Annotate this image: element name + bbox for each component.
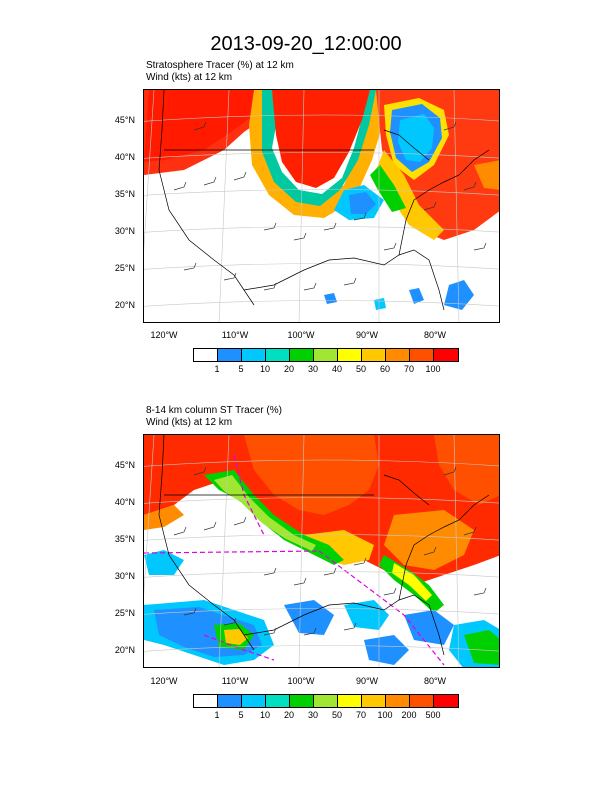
bottom-colorbar-swatch xyxy=(410,695,434,707)
top-map xyxy=(143,89,500,323)
bottom-colorbar-label: 1 xyxy=(214,710,220,720)
bottom-colorbar-swatch xyxy=(242,695,266,707)
top-colorbar-label: 40 xyxy=(331,364,342,374)
top-lat-label: 40°N xyxy=(114,152,135,162)
top-lat-label: 30°N xyxy=(114,226,135,236)
bottom-panel-subtitle: Wind (kts) at 12 km xyxy=(146,417,233,428)
top-colorbar-swatch xyxy=(266,349,290,361)
top-colorbar-label: 20 xyxy=(283,364,294,374)
bottom-colorbar-label: 200 xyxy=(401,710,417,720)
top-map-field xyxy=(144,90,499,322)
top-colorbar-swatch xyxy=(434,349,458,361)
top-colorbar-swatch xyxy=(338,349,362,361)
top-lat-label: 35°N xyxy=(114,189,135,199)
bottom-colorbar-label: 20 xyxy=(283,710,294,720)
top-colorbar-label: 70 xyxy=(403,364,414,374)
bottom-colorbar-swatch xyxy=(314,695,338,707)
top-colorbar-swatch xyxy=(290,349,314,361)
bottom-lon-label: 90°W xyxy=(355,676,379,686)
top-lon-label: 90°W xyxy=(355,330,379,340)
top-colorbar-swatch xyxy=(386,349,410,361)
top-lon-label: 80°W xyxy=(423,330,447,340)
bottom-colorbar-label: 5 xyxy=(238,710,244,720)
bottom-colorbar-swatch xyxy=(338,695,362,707)
top-colorbar-label: 5 xyxy=(238,364,244,374)
bottom-colorbar-swatch xyxy=(386,695,410,707)
top-lat-label: 25°N xyxy=(114,263,135,273)
bottom-colorbar-label: 30 xyxy=(307,710,318,720)
bottom-lon-label: 110°W xyxy=(221,676,249,686)
top-colorbar-label: 30 xyxy=(307,364,318,374)
top-lon-label: 120°W xyxy=(150,330,178,340)
bottom-colorbar-swatch xyxy=(434,695,458,707)
top-lon-label: 100°W xyxy=(287,330,315,340)
bottom-colorbar-swatch xyxy=(218,695,242,707)
bottom-colorbar-label: 50 xyxy=(331,710,342,720)
top-lat-label: 20°N xyxy=(114,300,135,310)
top-colorbar-label: 1 xyxy=(214,364,220,374)
bottom-colorbar-label: 100 xyxy=(377,710,393,720)
top-colorbar-label: 10 xyxy=(259,364,270,374)
bottom-map-field xyxy=(144,435,499,667)
bottom-lat-label: 30°N xyxy=(114,571,135,581)
bottom-map xyxy=(143,434,500,668)
top-panel-title: Stratosphere Tracer (%) at 12 km xyxy=(146,60,294,71)
top-colorbar-swatch xyxy=(218,349,242,361)
top-colorbar-swatch xyxy=(410,349,434,361)
bottom-lat-label: 25°N xyxy=(114,608,135,618)
bottom-panel-title: 8-14 km column ST Tracer (%) xyxy=(146,405,282,416)
bottom-lat-label: 20°N xyxy=(114,645,135,655)
bottom-lat-label: 45°N xyxy=(114,460,135,470)
bottom-colorbar-label: 500 xyxy=(425,710,441,720)
bottom-colorbar-swatch xyxy=(266,695,290,707)
top-colorbar-swatch xyxy=(242,349,266,361)
bottom-lon-label: 120°W xyxy=(150,676,178,686)
bottom-colorbar-label: 70 xyxy=(355,710,366,720)
top-colorbar-label: 60 xyxy=(379,364,390,374)
bottom-colorbar-swatch xyxy=(194,695,218,707)
top-colorbar-swatch xyxy=(314,349,338,361)
bottom-colorbar-swatch xyxy=(362,695,386,707)
bottom-lat-label: 35°N xyxy=(114,534,135,544)
bottom-colorbar-swatch xyxy=(290,695,314,707)
bottom-colorbar xyxy=(193,694,459,708)
top-panel-subtitle: Wind (kts) at 12 km xyxy=(146,72,233,83)
top-lat-label: 45°N xyxy=(114,115,135,125)
top-colorbar xyxy=(193,348,459,362)
top-colorbar-label: 100 xyxy=(425,364,441,374)
top-colorbar-label: 50 xyxy=(355,364,366,374)
top-colorbar-swatch xyxy=(362,349,386,361)
main-title: 2013-09-20_12:00:00 xyxy=(210,33,402,55)
bottom-colorbar-label: 10 xyxy=(259,710,270,720)
top-colorbar-swatch xyxy=(194,349,218,361)
bottom-lon-label: 100°W xyxy=(287,676,315,686)
bottom-lat-label: 40°N xyxy=(114,497,135,507)
bottom-lon-label: 80°W xyxy=(423,676,447,686)
top-lon-label: 110°W xyxy=(221,330,249,340)
